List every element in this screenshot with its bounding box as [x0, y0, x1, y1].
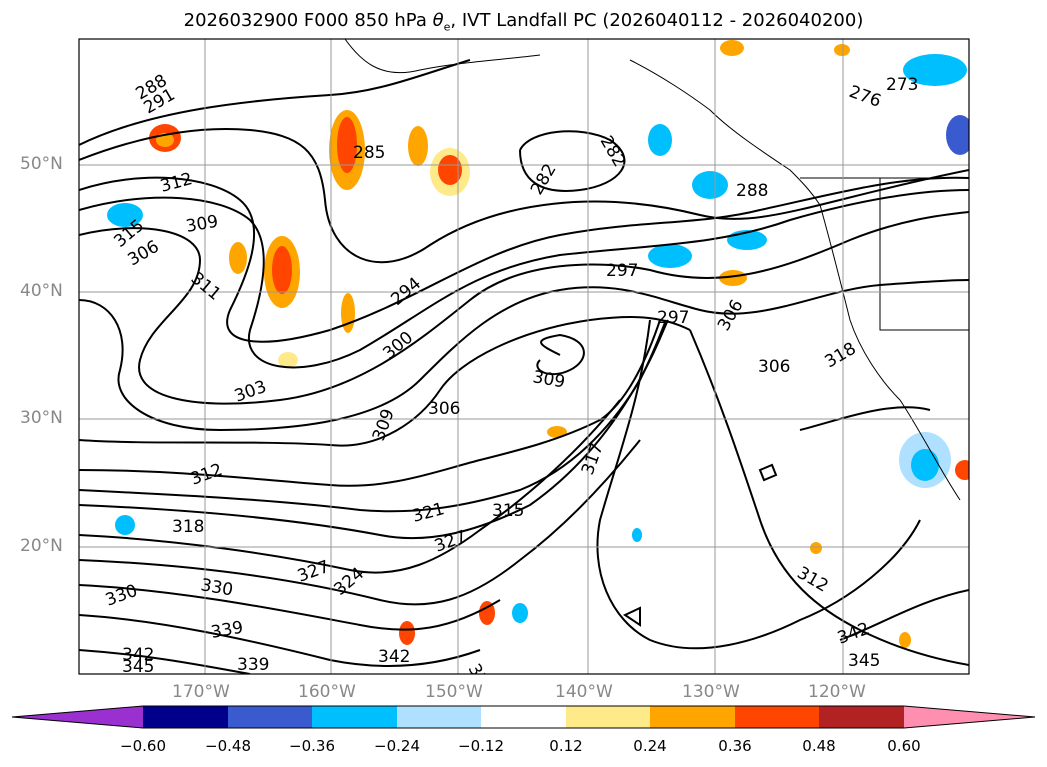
- contour-label: 318: [172, 517, 204, 537]
- colorbar-segment: [397, 706, 481, 728]
- contour-label: 315: [492, 501, 524, 521]
- contour-label: 297: [657, 308, 689, 328]
- colorbar-tick-label: 0.60: [887, 737, 921, 755]
- contour-label: 306: [758, 357, 790, 377]
- lon-tick-label: 170°W: [172, 682, 230, 702]
- colorbar-tick-label: −0.12: [458, 737, 504, 755]
- colorbar-tick-label: −0.60: [120, 737, 166, 755]
- colorbar-tick-label: −0.24: [374, 737, 420, 755]
- anomaly-shading: [107, 40, 969, 648]
- contour-label: 342: [378, 647, 410, 667]
- contour-label: 288: [736, 181, 768, 201]
- graticule: [79, 39, 969, 674]
- colorbar-segment: [650, 706, 735, 728]
- contour-label: 273: [886, 75, 918, 95]
- theta-e-contours: [79, 59, 969, 674]
- colorbar-segment: [735, 706, 819, 728]
- colorbar-tick-label: 0.36: [718, 737, 752, 755]
- contour-label: 297: [606, 261, 638, 281]
- colorbar-segment: [228, 706, 312, 728]
- colorbar-segment: [312, 706, 397, 728]
- contour-label: 285: [353, 143, 385, 163]
- lon-tick-label: 120°W: [808, 682, 866, 702]
- coastlines: [344, 39, 969, 501]
- contour-label: 306: [428, 399, 460, 419]
- colorbar-tick-label: −0.48: [205, 737, 251, 755]
- lon-tick-label: 160°W: [298, 682, 356, 702]
- colorbar-segment: [904, 706, 1035, 728]
- contour-label: 345: [848, 651, 880, 671]
- map-title: 2026032900 F000 850 hPa θe, IVT Landfall…: [183, 10, 864, 34]
- colorbar-segment: [566, 706, 650, 728]
- colorbar: [11, 705, 1036, 729]
- colorbar-segment: [481, 706, 566, 728]
- colorbar-tick-label: 0.48: [802, 737, 836, 755]
- contour-label: 342: [122, 645, 154, 665]
- contour-label: 339: [237, 655, 269, 675]
- map-frame: [78, 38, 970, 675]
- colorbar-segment: [819, 706, 904, 728]
- lat-tick-label: 20°N: [20, 536, 63, 556]
- lon-tick-label: 130°W: [682, 682, 740, 702]
- map-panel: 288 291 285 282 282 276 273 312 288 309 …: [79, 39, 969, 677]
- colorbar-segment: [12, 706, 143, 728]
- colorbar-tick-label: 0.12: [549, 737, 583, 755]
- colorbar-tick-label: 0.24: [633, 737, 667, 755]
- colorbar-tick-label: −0.36: [289, 737, 335, 755]
- lat-tick-label: 30°N: [20, 408, 63, 428]
- lat-tick-label: 40°N: [20, 281, 63, 301]
- lon-tick-label: 150°W: [425, 682, 483, 702]
- lon-tick-label: 140°W: [555, 682, 613, 702]
- contour-label: 345: [122, 657, 154, 677]
- lat-tick-label: 50°N: [20, 154, 63, 174]
- colorbar-segment: [143, 706, 228, 728]
